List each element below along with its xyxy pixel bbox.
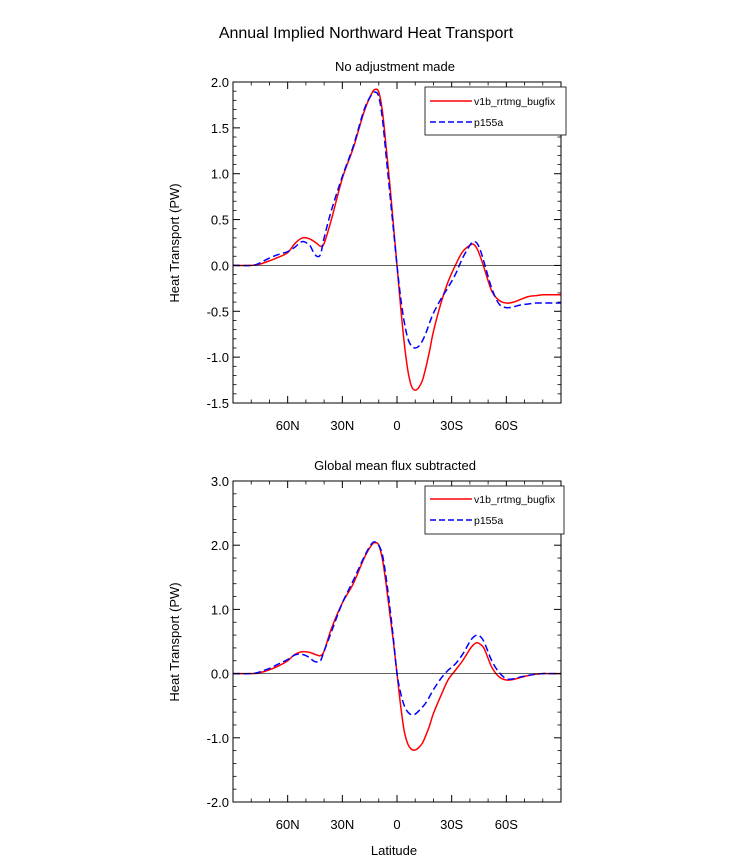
y-tick-label: -0.5: [207, 304, 229, 319]
figure-title: Annual Implied Northward Heat Transport: [219, 25, 514, 42]
x-tick-label: 30S: [440, 418, 463, 433]
x-tick-label: 0: [393, 817, 400, 832]
legend-label-p155a-bottom: p155a: [474, 515, 503, 527]
y-tick-label: -1.0: [207, 731, 229, 746]
series-line-p155a-bottom: [233, 541, 561, 716]
legend-bottom: v1b_rrtmg_bugfix p155a: [424, 485, 565, 535]
y-tick-label: 0.0: [211, 667, 229, 682]
y-tick-label: -1.5: [207, 396, 229, 411]
plot-frame-bottom: [232, 480, 562, 803]
y-tick-label: 2.0: [211, 75, 229, 90]
y-tick-label: 0.5: [211, 213, 229, 228]
x-tick-label: 30N: [330, 817, 354, 832]
legend-label-p155a-top: p155a: [474, 117, 503, 129]
x-tick-label: 60N: [276, 418, 300, 433]
y-tick-label: 1.0: [211, 602, 229, 617]
panel-title-bottom: Global mean flux subtracted: [314, 458, 476, 473]
legend-label-v1b-bottom: v1b_rrtmg_bugfix: [474, 494, 556, 506]
x-tick-label: 60S: [495, 418, 518, 433]
x-axis-label-bottom: Latitude: [371, 843, 417, 857]
x-tick-label: 60S: [495, 817, 518, 832]
series-line-p155a-top: [233, 91, 561, 349]
series-line-v1b-rrtmg-bugfix-bottom: [233, 541, 561, 751]
y-tick-label: 3.0: [211, 474, 229, 489]
x-tick-label: 30S: [440, 817, 463, 832]
y-tick-label: -2.0: [207, 795, 229, 810]
y-tick-label: 1.0: [211, 167, 229, 182]
x-tick-label: 60N: [276, 817, 300, 832]
x-tick-label: 0: [393, 418, 400, 433]
legend-top: v1b_rrtmg_bugfix p155a: [424, 86, 567, 136]
legend-box-bottom: [424, 485, 565, 535]
y-axis-label-top: Heat Transport (PW): [167, 183, 182, 302]
y-tick-label: 0.0: [211, 258, 229, 273]
panel-title-top: No adjustment made: [335, 59, 455, 74]
legend-label-v1b-top: v1b_rrtmg_bugfix: [474, 96, 556, 108]
chart-panel-bottom: Global mean flux subtracted Heat Transpo…: [167, 458, 565, 857]
plot-frame-top: [232, 81, 562, 404]
y-tick-label: 2.0: [211, 538, 229, 553]
legend-box-top: [424, 86, 567, 136]
chart-panel-top: No adjustment made Heat Transport (PW) 2…: [167, 59, 567, 433]
x-tick-label: 30N: [330, 418, 354, 433]
y-tick-label: -1.0: [207, 350, 229, 365]
y-axis-label-bottom: Heat Transport (PW): [167, 582, 182, 701]
y-tick-label: 1.5: [211, 121, 229, 136]
